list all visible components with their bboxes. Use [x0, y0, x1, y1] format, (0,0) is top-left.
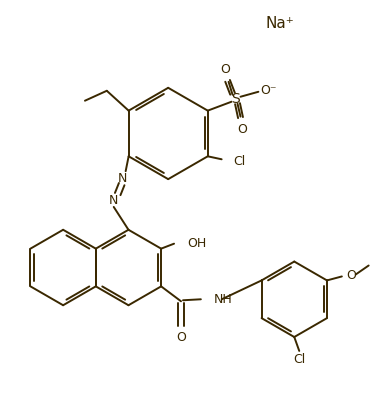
Text: OH: OH [187, 237, 206, 250]
Text: S: S [231, 92, 240, 106]
Text: O: O [346, 269, 356, 282]
Text: NH: NH [214, 293, 232, 306]
Text: N: N [118, 172, 127, 185]
Text: O: O [176, 330, 186, 343]
Text: N: N [109, 195, 118, 207]
Text: Na⁺: Na⁺ [265, 16, 294, 31]
Text: O⁻: O⁻ [260, 84, 277, 97]
Text: Cl: Cl [293, 353, 305, 366]
Text: O: O [221, 63, 230, 76]
Text: O: O [237, 123, 248, 136]
Text: Cl: Cl [234, 155, 246, 168]
